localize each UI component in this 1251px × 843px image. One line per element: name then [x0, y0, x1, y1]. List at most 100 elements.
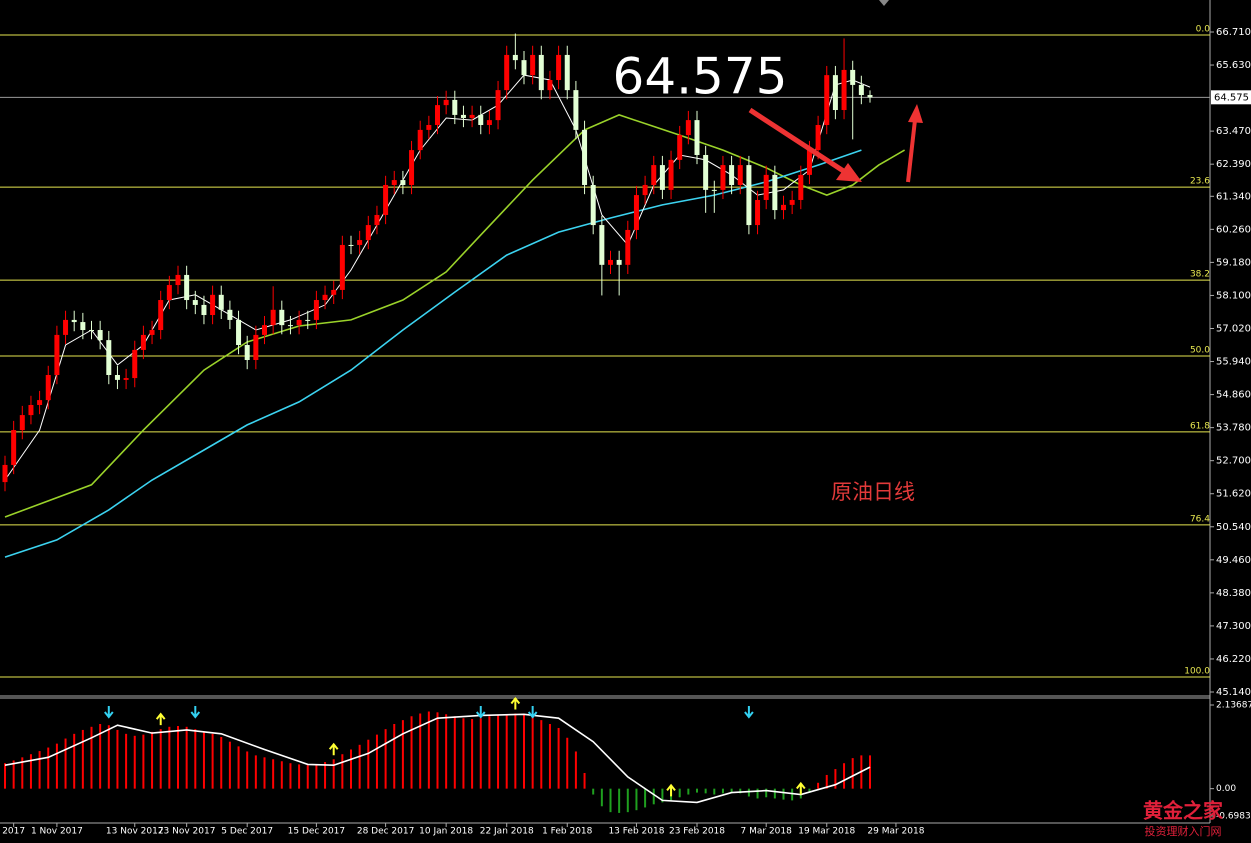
fib-label: 50.0 — [1190, 346, 1210, 356]
candle-body — [452, 99, 458, 115]
y-tick-label: 61.340 — [1216, 191, 1251, 202]
candle-body — [435, 105, 440, 126]
candle-body — [54, 334, 60, 375]
x-tick-label: 13 Nov 2017 — [106, 827, 164, 837]
candle-body — [97, 330, 103, 341]
x-tick-label: 1 Feb 2018 — [542, 827, 593, 837]
candle-body — [720, 165, 726, 190]
candle-body — [642, 184, 648, 196]
candle-body — [348, 244, 354, 246]
candle-body — [495, 90, 501, 121]
y-tick-label: -0.69834 — [1216, 812, 1251, 822]
candle-body — [192, 300, 198, 305]
x-tick-label: 10 Jan 2018 — [419, 827, 473, 837]
arrow-shaft — [748, 107, 847, 175]
candle-body — [114, 374, 120, 380]
fib-label: 76.4 — [1190, 514, 1210, 524]
y-tick-label: 60.260 — [1216, 224, 1251, 235]
candle-body — [236, 319, 242, 346]
x-tick-label: 29 Mar 2018 — [867, 827, 924, 837]
candle-body — [677, 135, 683, 160]
candle-body — [798, 174, 804, 200]
x-tick-label: 13 Feb 2018 — [608, 827, 664, 837]
y-tick-label: 51.620 — [1216, 489, 1251, 500]
candle-body — [140, 334, 146, 350]
arrow-head — [908, 104, 923, 123]
price-annotation: 64.575 — [613, 48, 788, 106]
y-tick-label: 58.100 — [1216, 290, 1251, 301]
candle-body — [184, 274, 190, 301]
candle-body — [383, 184, 389, 215]
candle-body — [685, 120, 691, 136]
signal-line — [4, 713, 871, 804]
fib-label: 38.2 — [1190, 270, 1210, 280]
candle-body — [850, 69, 856, 85]
candle-body — [703, 154, 709, 190]
candle-body — [841, 69, 847, 111]
candle-body — [132, 349, 138, 379]
candle-body — [218, 294, 224, 310]
candle-body — [530, 54, 536, 76]
candle-body — [2, 464, 8, 483]
candle-body — [339, 244, 345, 290]
candle-body — [832, 75, 838, 111]
x-tick-label: 15 Dec 2017 — [288, 827, 346, 837]
candle-body — [63, 319, 69, 335]
candle-body — [426, 125, 432, 130]
moving-average — [4, 114, 906, 518]
arrow-head — [836, 163, 862, 182]
y-tick-label: 66.710 — [1216, 27, 1251, 38]
candle-body — [175, 274, 181, 286]
y-tick-label: 53.780 — [1216, 423, 1251, 434]
candle-body — [166, 285, 172, 301]
candle-body — [11, 430, 17, 465]
candle-body — [711, 189, 717, 191]
last-price-label: 64.575 — [1214, 92, 1249, 103]
candle-body — [564, 54, 570, 91]
candle-body — [659, 165, 665, 190]
candle-body — [313, 300, 319, 320]
candle-body — [582, 129, 588, 185]
watermark: 黄金之家 — [1143, 799, 1224, 823]
candle-body — [590, 184, 596, 226]
x-tick-label: 23 Nov 2017 — [158, 827, 216, 837]
candle-body — [668, 159, 674, 190]
x-tick-label: 2017 — [2, 827, 25, 837]
candle-body — [599, 225, 605, 265]
x-tick-label: 23 Feb 2018 — [669, 827, 725, 837]
y-tick-label: 54.860 — [1216, 390, 1251, 401]
candle-body — [71, 319, 77, 323]
candle-body — [409, 150, 415, 185]
y-tick-label: 45.140 — [1216, 687, 1251, 698]
candle-body — [746, 165, 752, 226]
candle-body — [270, 309, 276, 326]
candle-body — [512, 54, 518, 61]
arrow-down — [744, 706, 754, 719]
shift-marker — [879, 0, 889, 6]
y-tick-label: 65.630 — [1216, 60, 1251, 71]
candle-body — [443, 99, 449, 106]
candle-body — [469, 114, 475, 118]
last-price-box — [1211, 90, 1251, 105]
watermark: 投资理财入门网 — [1145, 824, 1222, 838]
candle-body — [45, 374, 51, 401]
arrow-up — [796, 781, 806, 795]
arrow-up — [328, 742, 339, 756]
candle-body — [80, 322, 86, 331]
y-tick-label: 55.940 — [1216, 357, 1251, 368]
x-tick-label: 19 Mar 2018 — [798, 827, 855, 837]
arrow-down — [527, 706, 538, 719]
fib-label: 0.0 — [1196, 25, 1211, 35]
y-tick-label: 57.020 — [1216, 323, 1251, 334]
fib-label: 100.0 — [1184, 667, 1210, 677]
candle-body — [244, 345, 250, 361]
y-tick-label: 47.300 — [1216, 621, 1251, 632]
candle-body — [538, 54, 544, 91]
candle-body — [547, 80, 553, 91]
candle-body — [305, 319, 311, 321]
candle-body — [460, 114, 466, 118]
plot: 66.710 65.630 63.470 62.390 61.340 60.260 59.1… — [0, 25, 1251, 837]
candle-body — [201, 304, 207, 316]
x-tick-label: 22 Jan 2018 — [480, 827, 534, 837]
fib-label: 61.8 — [1190, 421, 1210, 431]
